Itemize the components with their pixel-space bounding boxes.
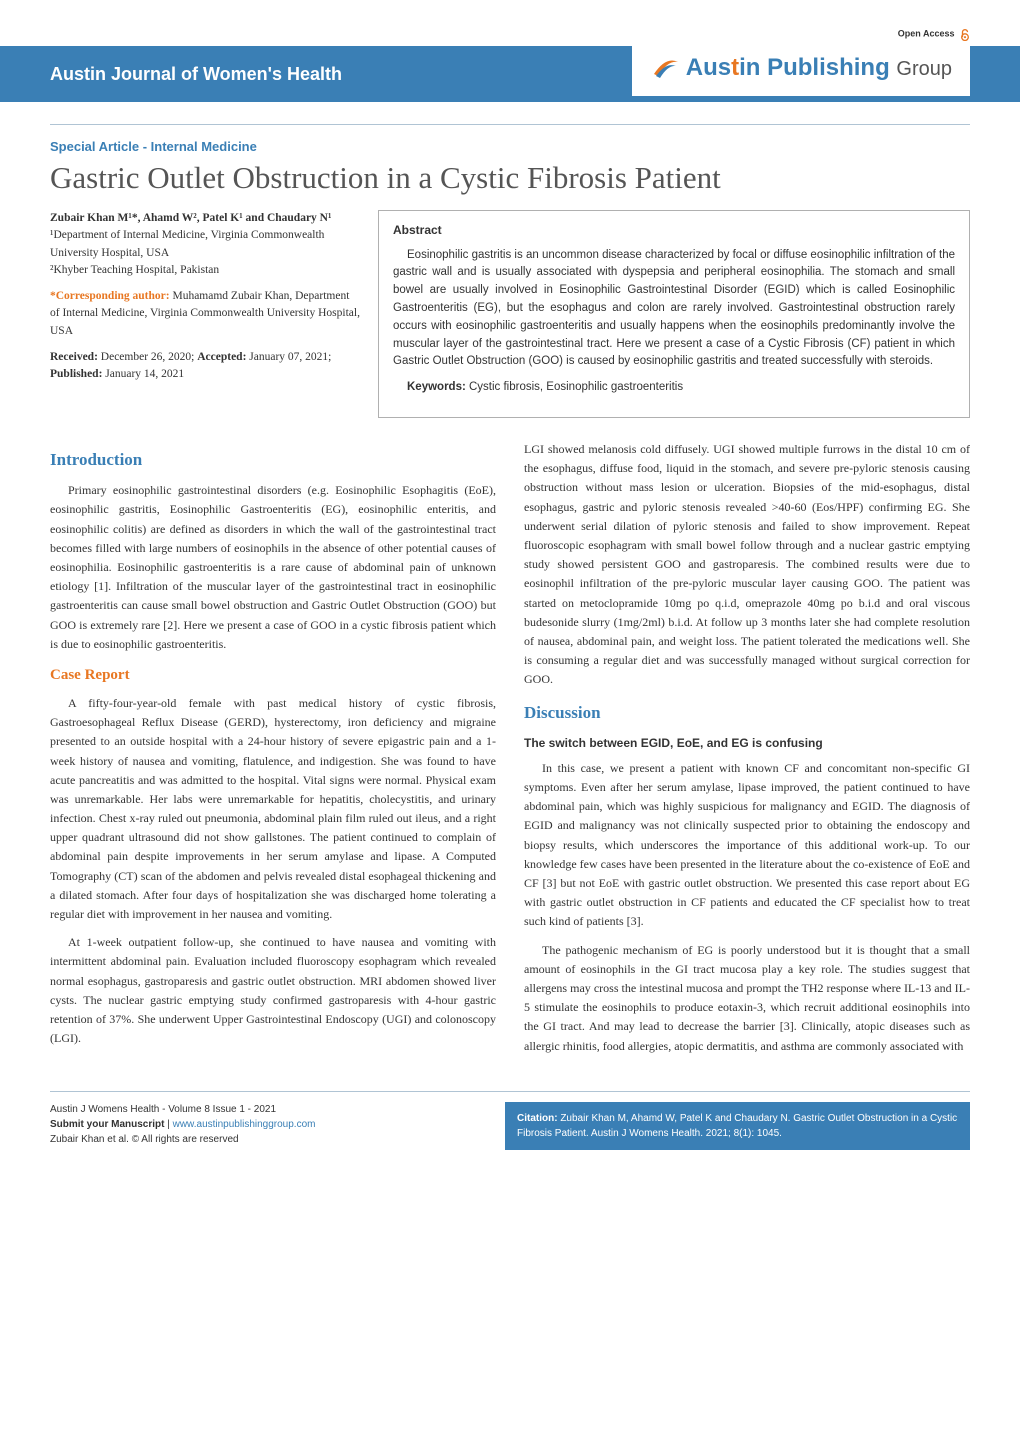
abstract-body: Eosinophilic gastritis is an uncommon di… [393,247,955,372]
accepted-date: January 07, 2021; [246,351,331,363]
published-date: January 14, 2021 [102,368,184,380]
case-report-p2: At 1-week outpatient follow-up, she cont… [50,933,496,1048]
discussion-subheading: The switch between EGID, EoE, and EG is … [524,734,970,753]
affiliation-2: ²Khyber Teaching Hospital, Pakistan [50,262,360,279]
footer-submit-line: Submit your Manuscript | www.austinpubli… [50,1117,491,1132]
citation-label: Citation: [517,1113,558,1124]
footer-journal-line: Austin J Womens Health - Volume 8 Issue … [50,1102,491,1117]
submit-url[interactable]: www.austinpublishinggroup.com [173,1119,316,1130]
discussion-p1: In this case, we present a patient with … [524,759,970,932]
header-bar: Austin Journal of Women's Health Austin … [0,46,1020,102]
footer-left: Austin J Womens Health - Volume 8 Issue … [50,1102,491,1150]
submit-label: Submit your Manuscript [50,1119,164,1130]
body-columns: Introduction Primary eosinophilic gastro… [50,440,970,1065]
keywords-label: Keywords: [407,381,466,393]
received-label: Received: [50,351,98,363]
case-report-p1: A fifty-four-year-old female with past m… [50,694,496,924]
divider-footer [50,1091,970,1092]
citation-box: Citation: Zubair Khan M, Ahamd W, Patel … [505,1102,970,1150]
dates-block: Received: December 26, 2020; Accepted: J… [50,349,360,384]
open-access-icon [960,28,970,40]
publisher-logo-box: Austin Publishing Group [632,42,970,96]
open-access-label: Open Access [898,28,955,38]
case-report-p3: LGI showed melanosis cold diffusely. UGI… [524,440,970,689]
divider-top [50,124,970,125]
submit-sep: | [164,1119,172,1130]
introduction-p1: Primary eosinophilic gastrointestinal di… [50,481,496,654]
received-date: December 26, 2020; [98,351,197,363]
case-report-heading: Case Report [50,663,496,687]
abstract-box: Abstract Eosinophilic gastritis is an un… [378,210,970,418]
footer-row: Austin J Womens Health - Volume 8 Issue … [50,1102,970,1150]
footer-copyright: Zubair Khan et al. © All rights are rese… [50,1132,491,1147]
publisher-swoosh-icon [650,52,682,84]
author-column: Zubair Khan M¹*, Ahamd W², Patel K¹ and … [50,210,360,383]
column-left: Introduction Primary eosinophilic gastro… [50,440,496,1065]
published-label: Published: [50,368,102,380]
abstract-keywords: Keywords: Cystic fibrosis, Eosinophilic … [393,379,955,397]
meta-row: Zubair Khan M¹*, Ahamd W², Patel K¹ and … [50,210,970,418]
introduction-heading: Introduction [50,446,496,473]
column-right: LGI showed melanosis cold diffusely. UGI… [524,440,970,1065]
citation-text: Zubair Khan M, Ahamd W, Patel K and Chau… [517,1113,957,1139]
page-container: Open Access Austin Journal of Women's He… [0,0,1020,1442]
corresponding-author: *Corresponding author: Muhamamd Zubair K… [50,288,360,340]
article-title: Gastric Outlet Obstruction in a Cystic F… [50,160,970,196]
discussion-heading: Discussion [524,699,970,726]
open-access-badge: Open Access [50,28,970,40]
article-type: Special Article - Internal Medicine [50,139,970,154]
keywords-text: Cystic fibrosis, Eosinophilic gastroente… [466,381,683,393]
publisher-name: Austin Publishing Group [686,54,952,82]
authors-line: Zubair Khan M¹*, Ahamd W², Patel K¹ and … [50,210,360,227]
accepted-label: Accepted: [197,351,246,363]
corresponding-label: *Corresponding author: [50,290,170,302]
journal-title: Austin Journal of Women's Health [50,64,342,85]
affiliation-1: ¹Department of Internal Medicine, Virgin… [50,227,360,262]
abstract-heading: Abstract [393,221,955,240]
discussion-p2: The pathogenic mechanism of EG is poorly… [524,941,970,1056]
